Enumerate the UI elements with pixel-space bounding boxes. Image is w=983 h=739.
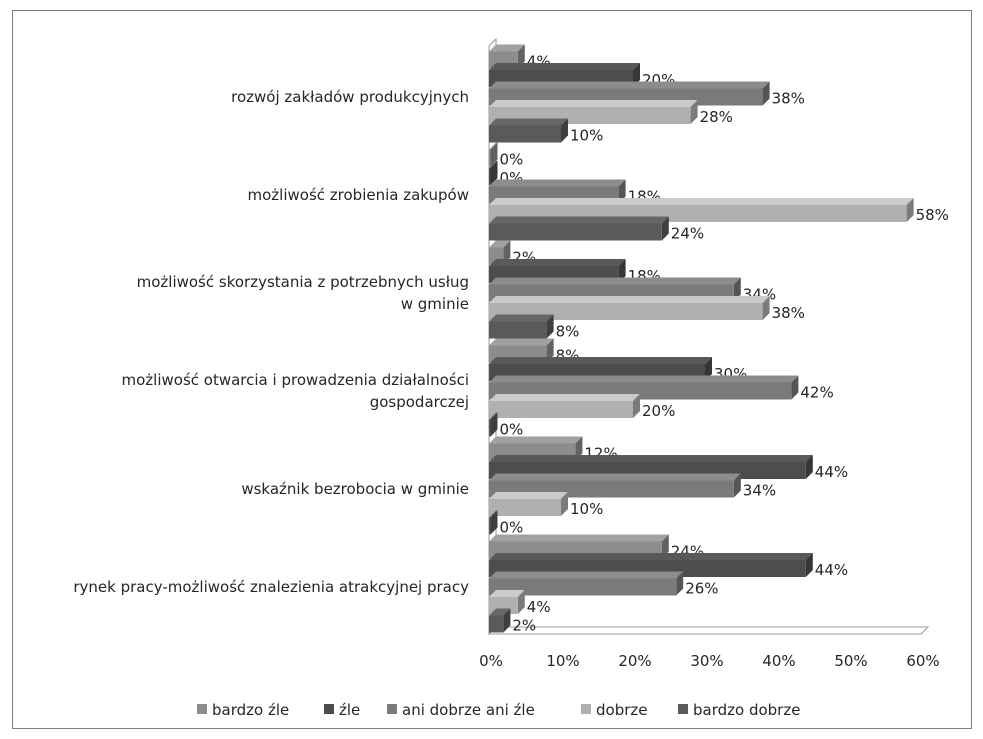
bar-chart: 0% 10% 20% 30% 40% 50% 60% rynek pracy-możliwoś…	[73, 37, 949, 719]
data-label: 2%	[512, 617, 536, 635]
data-label: 10%	[570, 500, 603, 518]
x-tick-label: 40%	[762, 652, 795, 670]
category-label: rozwój zakładów produkcyjnych	[231, 88, 469, 106]
legend-swatch	[197, 704, 207, 714]
category-label: wskaźnik bezrobocia w gminie	[241, 480, 469, 498]
x-tick-label: 10%	[546, 652, 579, 670]
data-label: 26%	[685, 580, 718, 598]
bar	[489, 394, 640, 418]
data-label: 4%	[527, 598, 551, 616]
data-label: 44%	[815, 463, 848, 481]
data-label: 34%	[743, 482, 776, 500]
legend-swatch	[387, 704, 397, 714]
x-tick-label: 30%	[690, 652, 723, 670]
data-label: 42%	[800, 384, 833, 402]
data-label: 0%	[500, 151, 524, 169]
category-label: możliwość skorzystania z potrzebnych usł…	[137, 273, 469, 313]
data-label: 44%	[815, 561, 848, 579]
category-label: możliwość zrobienia zakupów	[248, 186, 469, 204]
data-label: 38%	[772, 304, 805, 322]
chart-frame: 0% 10% 20% 30% 40% 50% 60% rynek pracy-możliwoś…	[12, 10, 972, 729]
x-tick-label: 0%	[479, 652, 503, 670]
bar	[489, 571, 684, 596]
category-label: możliwość otwarcia i prowadzenia działal…	[122, 371, 469, 411]
legend-label: bardzo dobrze	[693, 701, 800, 719]
legend-label: ani dobrze ani źle	[402, 701, 535, 719]
bar	[489, 510, 498, 535]
bar	[489, 240, 511, 265]
legend-label: bardzo źle	[212, 701, 289, 719]
bar	[489, 118, 568, 143]
data-label: 38%	[772, 90, 805, 108]
bar	[489, 161, 498, 185]
bar	[489, 412, 498, 437]
bar	[489, 492, 568, 516]
bar	[489, 296, 770, 320]
data-label: 24%	[671, 225, 704, 243]
bar	[489, 216, 669, 241]
x-tick-label: 60%	[906, 652, 939, 670]
x-tick-label: 20%	[618, 652, 651, 670]
data-label: 28%	[700, 108, 733, 126]
legend-label: źle	[339, 701, 360, 719]
x-tick-label: 50%	[834, 652, 867, 670]
bar	[489, 608, 511, 633]
data-label: 20%	[642, 402, 675, 420]
bar	[489, 314, 554, 339]
data-label: 0%	[500, 421, 524, 439]
axis-floor	[487, 626, 930, 635]
data-label: 10%	[570, 127, 603, 145]
legend-swatch	[581, 704, 591, 714]
data-label: 8%	[556, 323, 580, 341]
category-label: rynek pracy-możliwość znalezienia atrakc…	[73, 578, 469, 596]
legend-label: dobrze	[596, 701, 648, 719]
legend-swatch	[678, 704, 688, 714]
bar	[489, 142, 498, 167]
data-label: 0%	[500, 519, 524, 537]
legend-swatch	[324, 704, 334, 714]
data-label: 58%	[916, 206, 949, 224]
